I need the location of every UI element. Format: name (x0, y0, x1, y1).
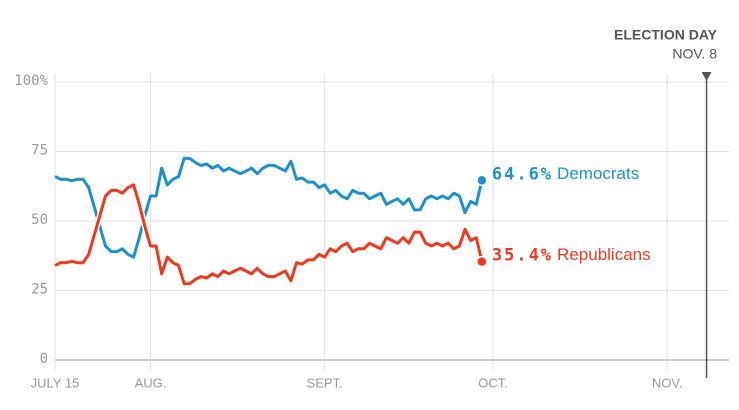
value-label: 64.6% (492, 164, 553, 184)
end-dot (476, 174, 488, 187)
y-tick-label: 0 (40, 351, 48, 367)
annotation-sublabel: NOV. 8 (672, 46, 717, 62)
x-tick-label: NOV. (652, 375, 683, 390)
line-halo (53, 181, 485, 287)
line (54, 183, 484, 286)
legend-label: Democrats (557, 164, 639, 183)
y-tick-label: 25 (31, 282, 48, 298)
line-halo (53, 155, 485, 261)
x-tick-label: JULY 15 (31, 375, 80, 390)
x-tick-label: AUG. (135, 375, 167, 390)
x-tick-label: SEPT. (307, 375, 343, 390)
line (54, 156, 484, 259)
y-tick-label: 50 (31, 212, 48, 228)
y-tick-label: 100% (14, 73, 48, 89)
x-tick-label: OCT. (478, 375, 508, 390)
y-tick-label: 75 (31, 143, 48, 159)
end-dot (476, 255, 488, 268)
legend-label: Republicans (557, 245, 651, 264)
election-day-marker (701, 72, 712, 81)
annotation-label: ELECTION DAY (614, 27, 718, 43)
value-label: 35.4% (492, 246, 553, 266)
